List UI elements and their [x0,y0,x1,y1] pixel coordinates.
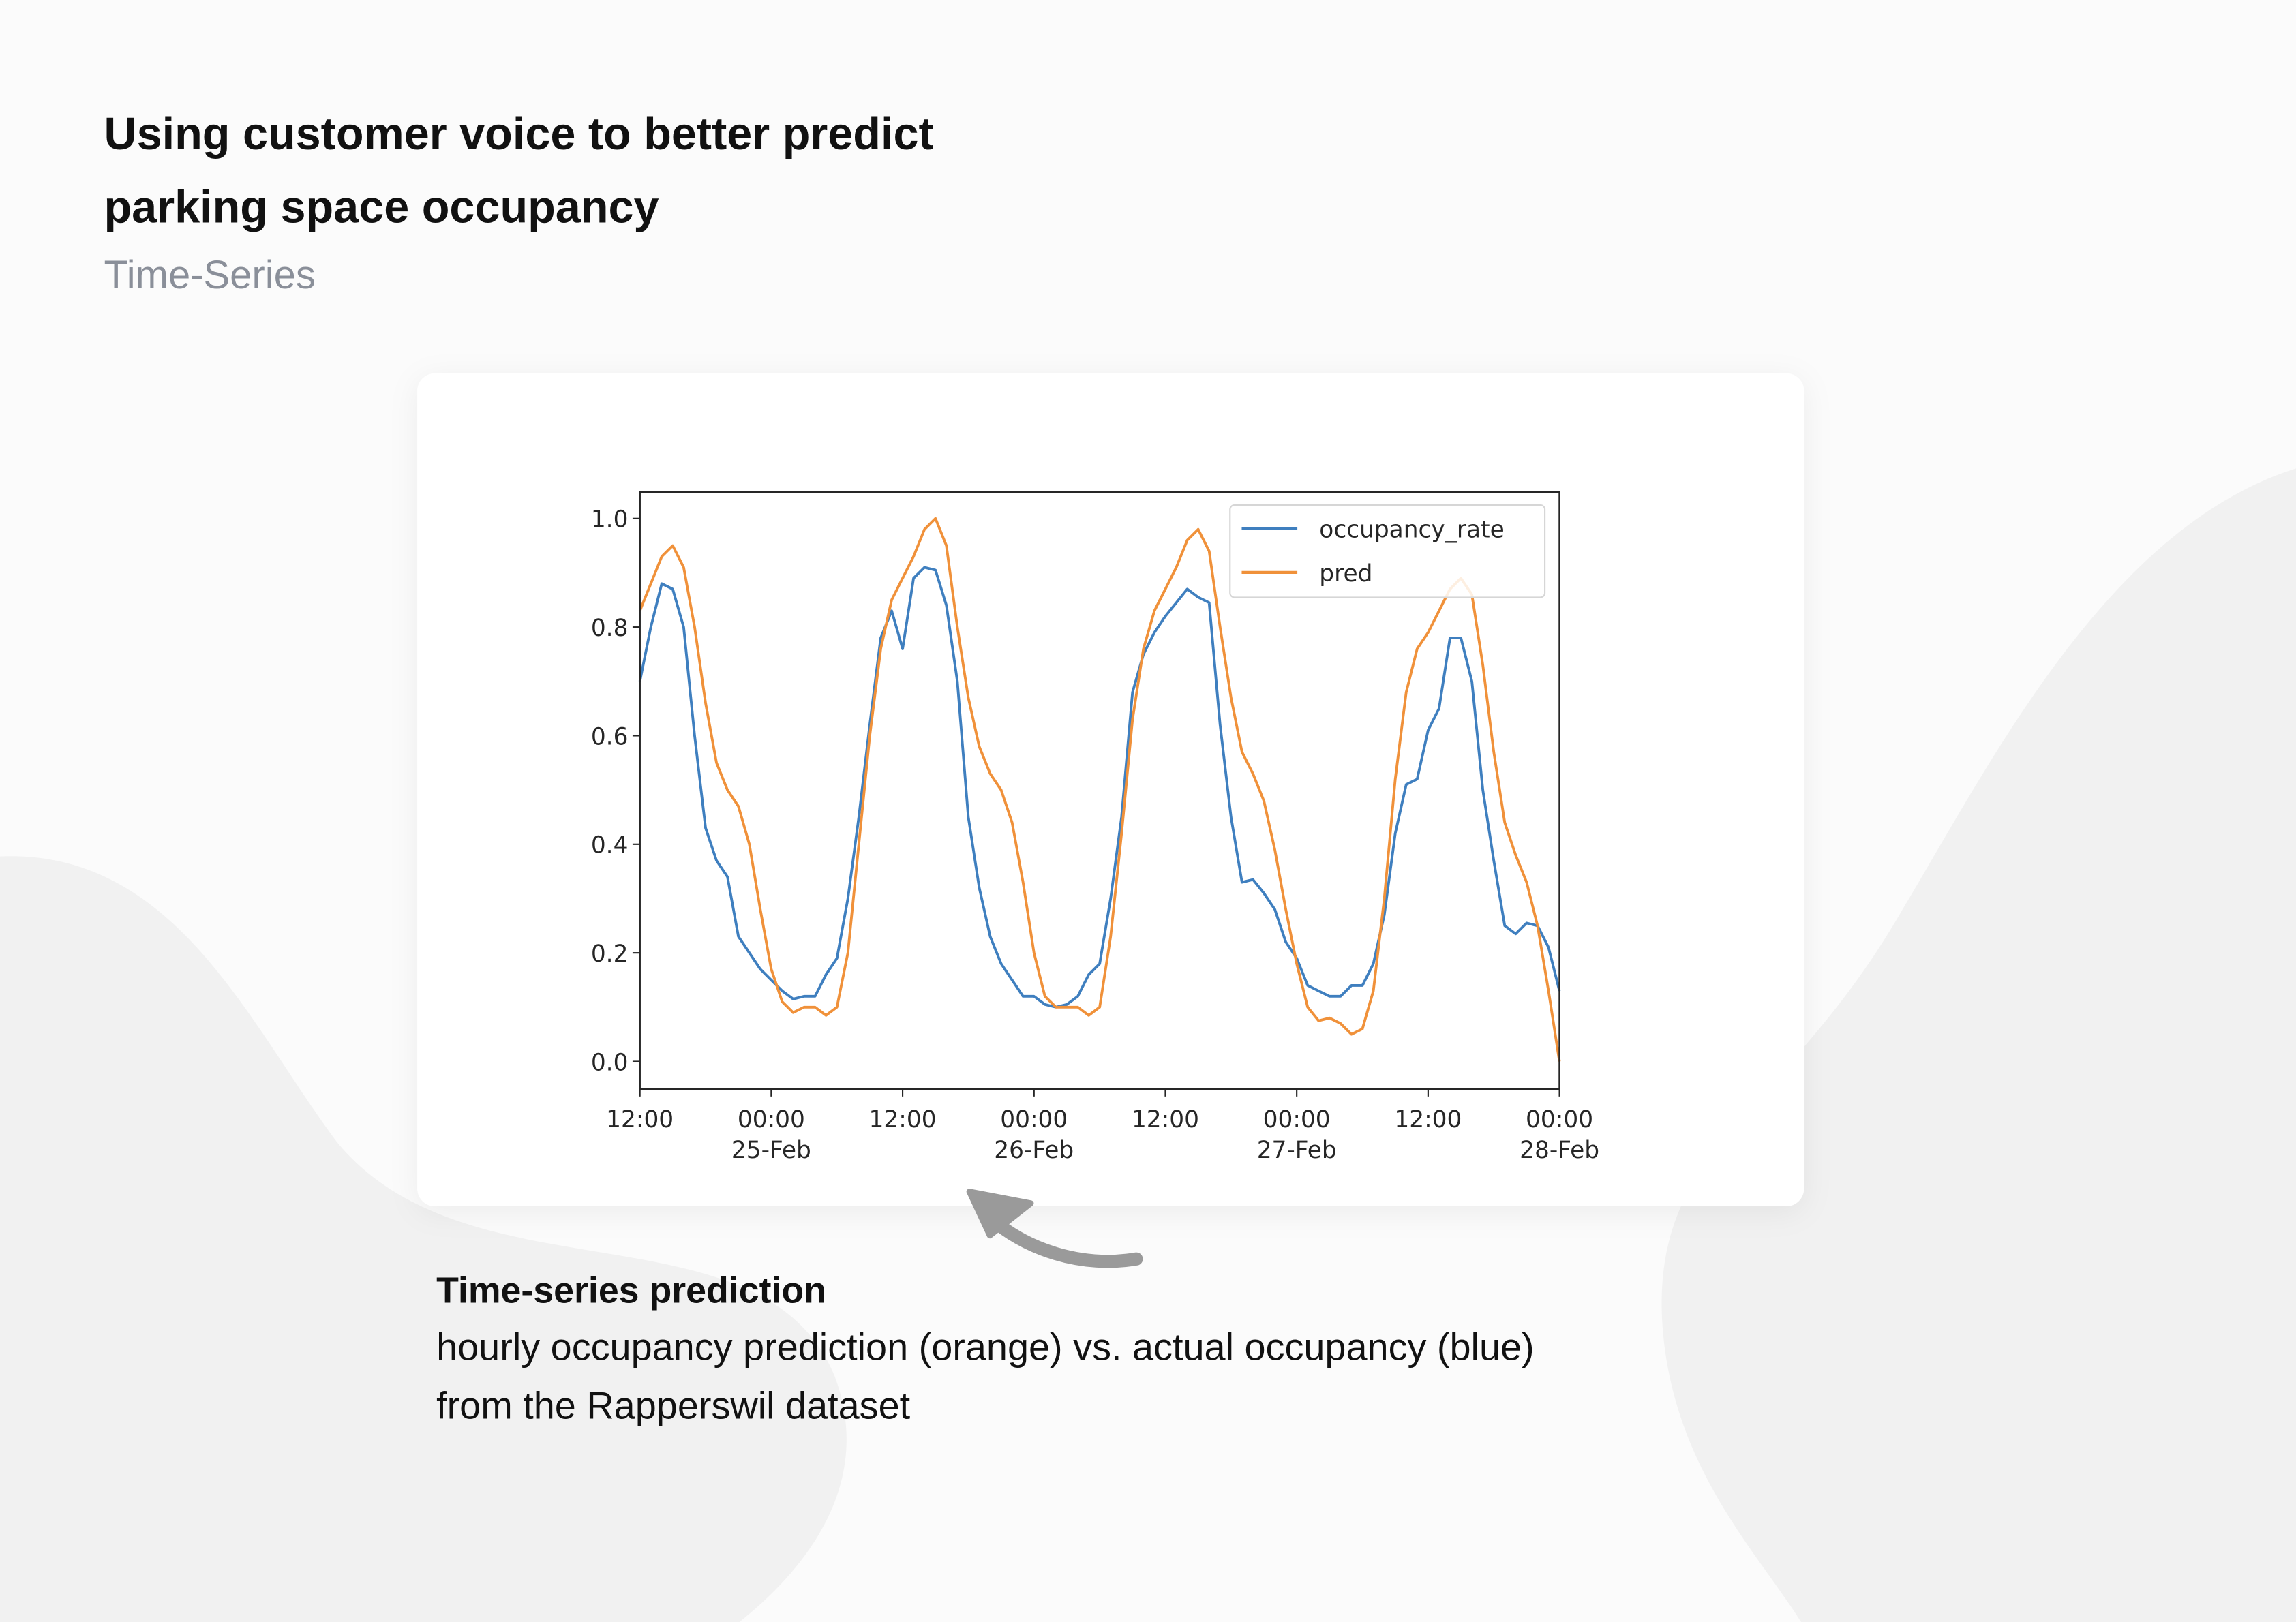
x-tick-label: 25-Feb [731,1137,811,1164]
y-tick-label: 0.8 [591,615,629,642]
caption-text: hourly occupancy prediction (orange) vs.… [436,1325,1535,1368]
page-title: Using customer voice to better predict [104,109,934,159]
x-tick-label: 28-Feb [1520,1137,1599,1164]
caption-title: Time-series prediction [436,1270,826,1311]
legend-label: occupancy_rate [1319,516,1504,543]
x-tick-label: 00:00 [1526,1106,1593,1133]
plot-frame [639,491,1560,1090]
x-tick-label: 00:00 [1263,1106,1331,1133]
arrow-head [966,1189,1034,1239]
page-subtitle: Time-Series [104,254,316,297]
bg-blob [0,856,847,1622]
y-tick-label: 0.2 [591,940,629,968]
x-tick-label: 12:00 [869,1106,937,1133]
x-tick-label: 00:00 [738,1106,805,1133]
chart: 0.0 0.2 0.4 0.6 0.8 1.0 12:00 00:00 25-Feb 12:00 0… [591,491,1599,1164]
y-tick-label: 0.0 [591,1049,629,1076]
bg-blob [1661,468,2296,1622]
series-line [638,517,1561,1062]
y-tick-label: 1.0 [591,506,629,534]
page-title: parking space occupancy [104,183,659,233]
legend-label: pred [1319,560,1372,587]
x-tick-label: 12:00 [606,1106,674,1133]
caption-text: from the Rapperswil dataset [436,1383,911,1426]
x-tick-label: 26-Feb [994,1137,1074,1164]
y-tick-label: 0.6 [591,723,629,750]
x-tick-label: 27-Feb [1257,1137,1337,1164]
legend-box [1229,504,1546,598]
x-tick-label: 00:00 [1000,1106,1068,1133]
y-tick-label: 0.4 [591,832,629,859]
x-tick-label: 12:00 [1132,1106,1199,1133]
chart-card [417,373,1804,1206]
x-tick-label: 12:00 [1394,1106,1462,1133]
series-line [638,566,1561,1009]
